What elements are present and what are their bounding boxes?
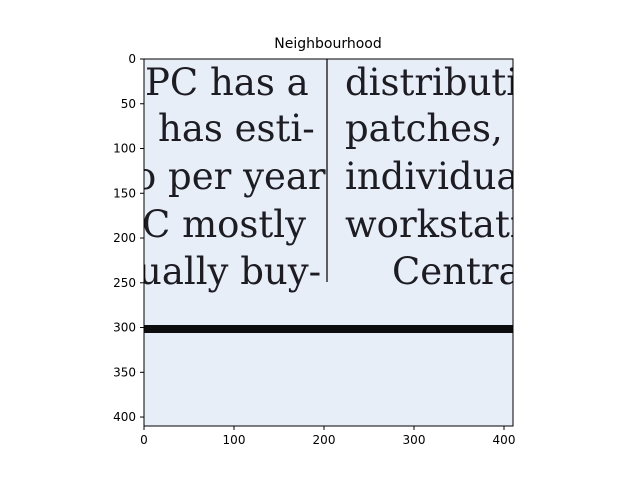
x-tick-label: 300	[403, 433, 426, 447]
y-tick-label: 50	[121, 97, 136, 111]
y-axis: 0 50 100 150 200 250 300 350 400	[113, 52, 144, 424]
y-tick-label: 350	[113, 365, 136, 379]
left-line-5: ually buy-	[138, 250, 321, 293]
right-line-2: patches, a	[345, 107, 537, 150]
axes-frame	[143, 58, 514, 427]
y-tick-label: 300	[113, 321, 136, 335]
left-line-4: C mostly	[142, 203, 306, 246]
left-text-column: PC has a has esti- o per year C mostly u…	[134, 61, 326, 293]
x-tick-label: 0	[140, 433, 148, 447]
right-line-4: workstatio	[345, 203, 544, 246]
scanned-image-background	[144, 59, 513, 426]
image-area: PC has a has esti- o per year C mostly u…	[134, 59, 544, 426]
horizontal-rule	[144, 325, 513, 333]
left-line-3: o per year	[134, 155, 326, 198]
y-tick-label: 0	[128, 52, 136, 66]
x-axis: 0 100 200 300 400	[140, 426, 515, 447]
y-tick-label: 400	[113, 410, 136, 424]
y-tick-label: 150	[113, 186, 136, 200]
x-tick-label: 100	[223, 433, 246, 447]
left-line-1: PC has a	[145, 61, 309, 104]
right-line-5: Central	[392, 250, 532, 293]
y-tick-label: 250	[113, 276, 136, 290]
x-tick-label: 400	[493, 433, 516, 447]
right-line-1: distributi	[345, 61, 518, 104]
right-text-column: distributi patches, a individual worksta…	[345, 61, 544, 293]
y-tick-label: 200	[113, 231, 136, 245]
right-line-3: individual	[345, 155, 530, 198]
figure-title: Neighbourhood	[274, 36, 381, 52]
x-tick-label: 200	[313, 433, 336, 447]
y-tick-label: 100	[113, 142, 136, 156]
left-line-2: has esti-	[158, 107, 315, 150]
